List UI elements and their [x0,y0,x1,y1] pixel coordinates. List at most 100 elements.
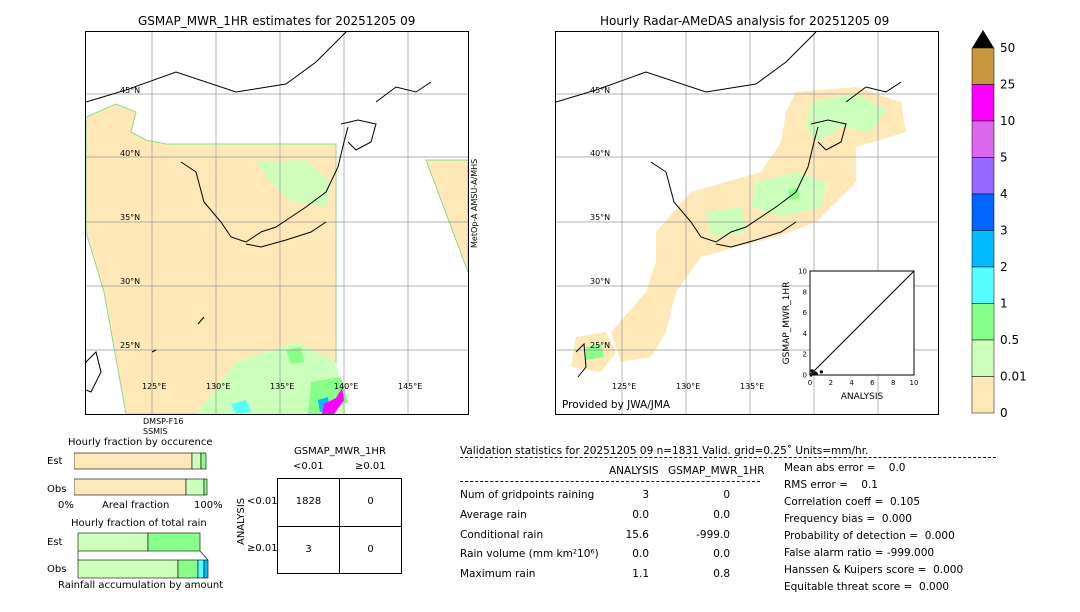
validation-row-gsmap: 0.0 [713,509,730,521]
left-map-grid [86,32,468,414]
total-rain-est-bar-2 [147,532,201,552]
left-lat-label: 45°N [120,86,140,95]
scatter-points [809,369,824,377]
colorbar-band [971,120,995,158]
colorbar-svg: 50 25 10 5 4 3 2 1 0.5 0.01 0 [971,30,1027,420]
right-lat-label: 45°N [590,86,610,95]
scatter-point [809,373,813,377]
left-lat-label: 40°N [120,149,140,158]
scatter-ticks: 0 2 4 6 8 10 0 2 4 6 8 10 [798,268,918,388]
scatter-svg: 0 2 4 6 8 10 0 2 4 6 8 10 ANALYSIS GSMAP_MWR_1HR [782,268,918,403]
contingency-cell: 0 [367,544,374,555]
validation-divider [460,457,996,458]
left-lat-label: 35°N [120,213,140,222]
left-map-canvas: 45°N 40°N 35°N 30°N 25°N 125°E 130°E 135… [86,32,468,414]
score-line: Hanssen & Kuipers score = 0.000 [784,564,964,576]
validation-row-label: Maximum rain [460,568,536,580]
contingency-row2: ≥0.01 [247,543,278,554]
validation-row-label: Num of gridpoints raining [460,489,595,501]
colorbar-band [971,193,995,231]
left-map-coastline [86,32,432,393]
total-rain-axis-label: Rainfall accumulation by amount [58,580,224,591]
colorbar-extend-arrow [972,30,994,48]
total-rain-est-bar-1 [77,532,149,552]
validation-row-label: Average rain [460,509,527,521]
total-rain-chart [74,532,210,580]
colorbar-band [971,47,995,85]
scatter-xtick: 4 [849,379,854,387]
right-lon-label: 130°E [676,382,700,391]
total-rain-svg [77,532,209,579]
occurrence-axis-mid: Areal fraction [102,500,170,511]
colorbar-band [971,376,995,414]
validation-row-analysis: 15.6 [625,529,649,541]
occurrence-obs-bar-3 [203,478,208,496]
left-rain-patch-6 [322,388,344,414]
left-lat-label: 25°N [120,341,140,350]
scatter-xtick: 0 [808,379,812,387]
colorbar-label: 5 [1000,151,1008,165]
validation-row-analysis: 1.1 [632,568,649,580]
validation-row-gsmap: 0.0 [713,548,730,560]
occurrence-row-obs: Obs [47,484,67,495]
scatter-ytick: 6 [803,309,808,317]
contingency-table: 1828 0 3 0 [277,478,402,574]
right-lat-label: 30°N [590,277,610,286]
total-rain-row-est: Est [47,537,63,548]
left-map-panel: 45°N 40°N 35°N 30°N 25°N 125°E 130°E 135… [85,31,469,415]
right-lat-label: 35°N [590,213,610,222]
contingency-cell: 1828 [295,496,322,507]
left-lat-label: 30°N [120,277,140,286]
right-rain-patch-2 [751,172,826,217]
scatter-ytick: 4 [803,330,808,338]
score-line: False alarm ratio = -999.000 [784,547,935,559]
validation-row-analysis: 3 [642,489,649,501]
occurrence-est-bar-2 [191,452,202,470]
contingency-row-axis: ANALYSIS [236,497,247,545]
colorbar-band [971,84,995,122]
right-map-coastline [556,32,902,378]
colorbar-labels: 50 25 10 5 4 3 2 1 0.5 0.01 0 [1000,41,1027,420]
colorbar-label: 0.5 [1000,333,1019,347]
scatter-ytick: 2 [803,351,807,359]
left-est-swath-east [425,159,468,273]
left-lon-label: 145°E [398,382,422,391]
scatter-xtick: 6 [870,379,875,387]
total-rain-obs-bar-4 [203,559,209,579]
scatter-diagonal [809,270,915,376]
colorbar-label: 2 [1000,260,1008,274]
total-rain-obs-bar-2 [177,559,199,579]
left-lon-label: 125°E [142,382,166,391]
colorbar-label: 0.01 [1000,370,1027,384]
validation-row-analysis: 0.0 [632,548,649,560]
total-rain-obs-bar-1 [77,559,179,579]
scatter-xtick: 10 [910,379,919,387]
left-rain-patch-3 [286,347,304,364]
occurrence-obs-bar-2 [185,478,205,496]
right-radar-coverage [611,87,906,362]
scatter-ytick: 8 [803,288,807,296]
score-line: Correlation coeff = 0.105 [784,496,920,508]
scatter-xtick: 8 [891,379,895,387]
validation-header: Validation statistics for 20251205 09 n=… [460,445,869,457]
occurrence-row-est: Est [47,456,63,467]
validation-row-label: Conditional rain [460,529,544,541]
left-rain-patch-2 [196,342,346,414]
right-rain-patch-4 [586,344,604,360]
colorbar-bands [971,47,995,414]
left-rain-patch-1 [256,160,331,207]
scatter-ytick: 0 [803,372,807,380]
contingency-col2: ≥0.01 [355,461,386,472]
validation-row-gsmap: 0 [723,489,730,501]
colorbar-label: 4 [1000,187,1008,201]
occurrence-axis-left: 0% [58,500,74,511]
contingency-col1: <0.01 [293,461,324,472]
colorbar-label: 10 [1000,114,1015,128]
right-rain-patch-1 [806,94,886,142]
score-line: Probability of detection = 0.000 [784,530,955,542]
occurrence-est-bar-1 [73,452,193,470]
scatter-point [819,370,824,374]
scatter-ytick: 10 [798,268,807,276]
scatter-xtick: 2 [829,379,833,387]
colorbar-band [971,339,995,377]
